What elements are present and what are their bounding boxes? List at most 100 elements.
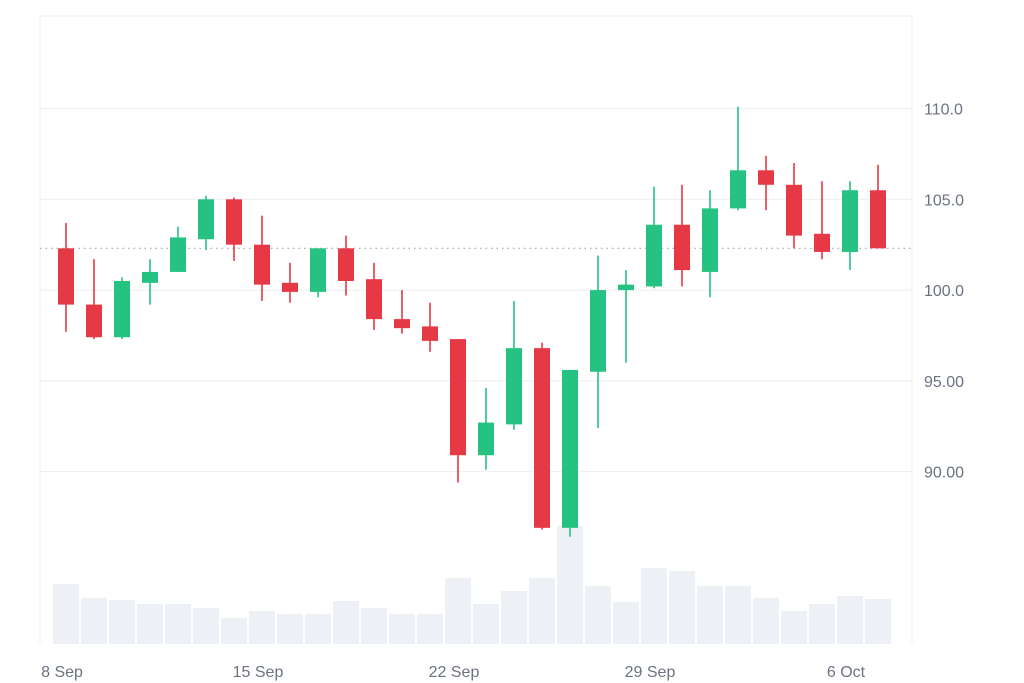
y-tick-label: 110.0 [924, 102, 963, 119]
candle-body [58, 248, 74, 305]
candle [702, 190, 718, 298]
y-tick-label: 105.0 [924, 192, 964, 209]
candle [142, 259, 158, 305]
x-tick-label: 15 Sep [233, 664, 284, 681]
candle [86, 259, 102, 340]
candle [282, 262, 298, 303]
volume-bar [417, 614, 443, 644]
volume-bar [137, 604, 163, 644]
candle [842, 181, 858, 271]
candle-body [310, 248, 326, 292]
candle [506, 300, 522, 430]
volume-bar [501, 591, 527, 644]
volume-bar [389, 614, 415, 644]
candle [422, 302, 438, 352]
candle-body [786, 184, 802, 236]
volume-bar [333, 601, 359, 644]
candle-body [814, 233, 830, 252]
candle [646, 186, 662, 289]
candle [58, 222, 74, 332]
candle-body [702, 208, 718, 272]
candle-body [758, 170, 774, 185]
candle-body [870, 190, 886, 249]
candle-body [842, 190, 858, 252]
y-axis: 110.0 105.0 100.0 95.00 90.00 [924, 102, 964, 482]
candle [758, 155, 774, 211]
candle-body [674, 224, 690, 271]
candle [114, 277, 130, 340]
volume-bar [725, 586, 751, 644]
candle [310, 248, 326, 298]
y-tick-label: 100.0 [924, 283, 964, 300]
candle-body [478, 422, 494, 456]
candles [58, 106, 886, 537]
candle [870, 164, 886, 249]
candle [226, 197, 242, 262]
candle [450, 339, 466, 483]
candle-body [366, 279, 382, 320]
candle-body [646, 224, 662, 287]
candle-body [170, 237, 186, 272]
volume-bar [473, 604, 499, 644]
candle-body [422, 326, 438, 341]
candle-body [142, 271, 158, 283]
volume-bar [865, 599, 891, 644]
candle-body [590, 290, 606, 372]
volume-bar [641, 568, 667, 644]
candle-body [254, 244, 270, 285]
volume-bar [837, 596, 863, 644]
candle [730, 106, 746, 211]
volume-bar [809, 604, 835, 644]
volume-bar [697, 586, 723, 644]
candle-body [198, 199, 214, 240]
volume-bar [81, 598, 107, 644]
volume-bars [53, 526, 891, 644]
candle [674, 184, 690, 287]
candle-body [86, 304, 102, 338]
volume-bar [249, 611, 275, 644]
candle [814, 181, 830, 260]
x-axis: 8 Sep 15 Sep 22 Sep 29 Sep 6 Oct [41, 664, 866, 681]
x-tick-label: 6 Oct [827, 664, 866, 681]
x-tick-label: 8 Sep [41, 664, 83, 681]
volume-bar [613, 602, 639, 644]
volume-bar [53, 584, 79, 644]
y-tick-label: 90.00 [924, 465, 964, 482]
candle [170, 226, 186, 272]
candle [366, 262, 382, 330]
candle-body [450, 339, 466, 456]
volume-bar [277, 614, 303, 644]
candle [618, 270, 634, 363]
candle-body [534, 348, 550, 528]
candle [394, 290, 410, 334]
volume-bar [165, 604, 191, 644]
volume-bar [361, 608, 387, 644]
x-tick-label: 22 Sep [429, 664, 480, 681]
volume-bar [753, 598, 779, 644]
volume-bar [305, 614, 331, 644]
candle [534, 342, 550, 530]
x-tick-label: 29 Sep [625, 664, 676, 681]
grid-lines [39, 15, 913, 644]
candle [478, 388, 494, 470]
candle-body [506, 348, 522, 425]
volume-bar [557, 526, 583, 644]
candle [198, 195, 214, 251]
candle [590, 255, 606, 429]
candle-body [730, 170, 746, 209]
candle-body [226, 199, 242, 245]
candle-body [394, 319, 410, 329]
candle-body [282, 282, 298, 292]
volume-bar [585, 586, 611, 644]
candle [562, 369, 578, 537]
candle-body [618, 284, 634, 291]
candle [338, 235, 354, 296]
candle [786, 163, 802, 249]
volume-bar [193, 608, 219, 644]
candle-body [562, 369, 578, 528]
volume-bar [445, 578, 471, 644]
volume-bar [529, 578, 555, 644]
volume-bar [669, 571, 695, 644]
volume-bar [221, 618, 247, 644]
